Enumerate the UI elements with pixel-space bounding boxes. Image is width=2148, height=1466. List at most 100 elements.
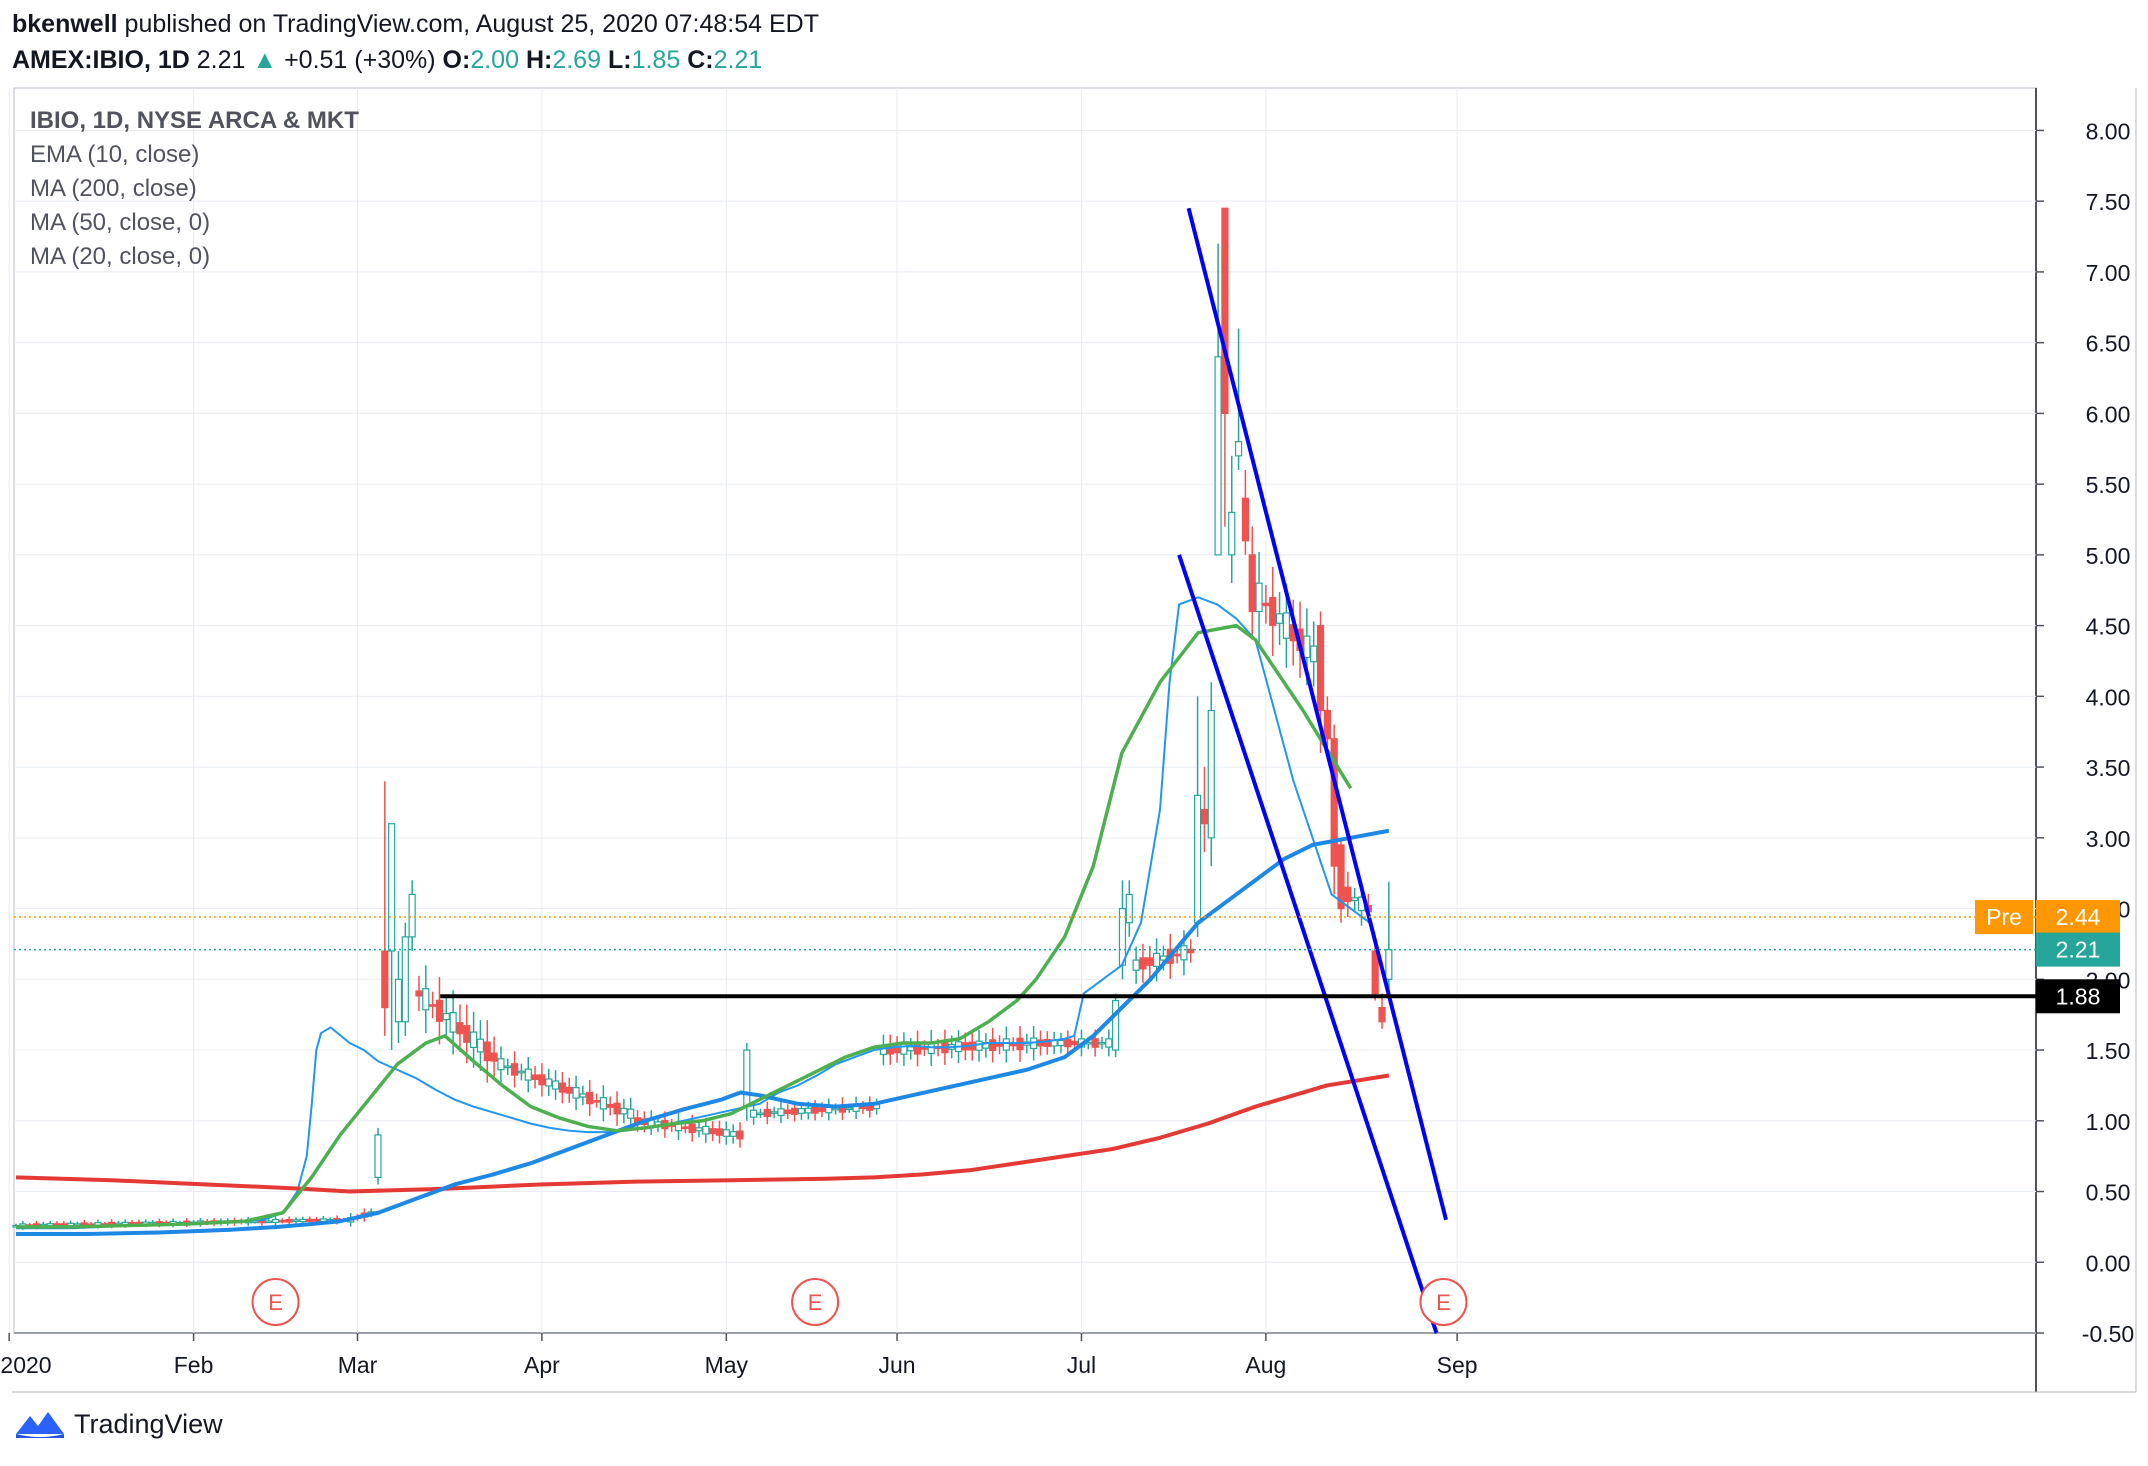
candle-down	[510, 1063, 519, 1076]
candle-up	[722, 1129, 730, 1137]
published-text: published on TradingView.com, August 25,…	[117, 10, 819, 38]
earnings-marker[interactable]	[1419, 1278, 1468, 1326]
candle-down	[1323, 709, 1331, 740]
close-value: 2.21	[713, 46, 763, 74]
earnings-marker-label: E	[268, 1290, 283, 1315]
candle-up	[299, 1218, 307, 1223]
pre-price-badge[interactable]	[2036, 900, 2120, 935]
y-tick-label: 3.50	[2086, 755, 2131, 781]
candle-down	[613, 1102, 621, 1115]
candle-up	[695, 1127, 703, 1132]
candle-down	[1269, 597, 1277, 626]
y-tick-label: 8.00	[2086, 118, 2131, 144]
candle-down	[811, 1106, 819, 1114]
earnings-marker[interactable]	[791, 1278, 840, 1326]
candle-up	[497, 1058, 505, 1071]
candle-up	[599, 1097, 607, 1110]
downtrend-lower-line[interactable]	[1177, 554, 1439, 1334]
earnings-marker[interactable]	[251, 1278, 300, 1326]
candle-up	[1275, 613, 1284, 624]
candle-up	[756, 1112, 765, 1116]
candle-up	[572, 1087, 580, 1099]
candle-down	[818, 1107, 826, 1112]
candle-down	[463, 1025, 471, 1043]
candle-down	[606, 1103, 614, 1108]
legend-ma200[interactable]: MA (200, close)	[30, 175, 197, 202]
candle-down	[1221, 207, 1229, 414]
publisher-name[interactable]: bkenwell	[12, 10, 118, 38]
candle-up	[408, 893, 416, 938]
ma200-line[interactable]	[15, 1073, 1390, 1194]
candle-up	[1228, 511, 1236, 556]
candle-up	[517, 1070, 526, 1074]
candle-down	[278, 1219, 286, 1223]
price-change: +0.51 (+30%)	[284, 46, 436, 74]
candle-down	[989, 1039, 997, 1051]
candle-up	[1303, 635, 1311, 659]
candle-up	[1153, 952, 1161, 967]
chart-legend: IBIO, 1D, NYSE ARCA & MKT EMA (10, close…	[30, 104, 359, 274]
ma50-line[interactable]	[16, 828, 1390, 1236]
tradingview-logo[interactable]: TradingView	[14, 1408, 223, 1440]
support-price-value: 1.88	[2056, 983, 2101, 1009]
candle-up	[743, 1049, 751, 1108]
candle-up	[770, 1111, 778, 1114]
candle-up	[777, 1108, 785, 1117]
pre-tag	[1975, 900, 2033, 935]
candle-down	[1337, 844, 1345, 910]
high-label: H:	[525, 46, 553, 74]
candle-down	[558, 1082, 567, 1093]
symbol: AMEX:IBIO, 1D	[12, 46, 190, 74]
candle-up	[1255, 582, 1263, 613]
y-tick-label: -0.50	[2082, 1321, 2134, 1347]
candle-down	[784, 1109, 792, 1114]
low-label: L:	[607, 46, 632, 74]
legend-ma50[interactable]: MA (50, close, 0)	[30, 209, 211, 236]
candle-up	[1282, 612, 1290, 639]
y-tick-label: 1.50	[2086, 1038, 2131, 1064]
last-price-badge[interactable]	[2036, 932, 2120, 967]
candle-down	[381, 950, 389, 1009]
last-price-value: 2.21	[2056, 937, 2101, 963]
candle-up	[702, 1125, 710, 1135]
ma20-line[interactable]	[16, 623, 1353, 1229]
candle-up	[545, 1078, 553, 1087]
candle-up	[265, 1220, 273, 1224]
candle-down	[531, 1074, 539, 1081]
candle-down	[1071, 1040, 1079, 1046]
candle-up	[524, 1068, 532, 1081]
candle-down	[681, 1126, 689, 1130]
x-tick-label: 2020	[0, 1352, 51, 1378]
ticker-line: AMEX:IBIO, 1D 2.21 ▲ +0.51 (+30%) O:2.00…	[12, 42, 819, 78]
candle-down	[429, 1004, 437, 1007]
legend-ma20[interactable]: MA (20, close, 0)	[30, 243, 211, 270]
plot-frame	[13, 87, 2037, 1334]
candle-down	[763, 1108, 771, 1118]
candle-up	[422, 988, 430, 1011]
low-value: 1.85	[631, 46, 681, 74]
candle-down	[312, 1218, 321, 1222]
open-value: 2.00	[470, 46, 519, 74]
candle-up	[292, 1219, 300, 1223]
pre-price-value: 2.44	[2056, 904, 2101, 930]
candle-down	[1330, 738, 1338, 867]
y-tick-label: 6.00	[2086, 401, 2131, 427]
candle-up	[1310, 645, 1318, 663]
downtrend-upper-line[interactable]	[1186, 207, 1448, 1221]
candle-down	[1091, 1038, 1099, 1048]
support-price-badge[interactable]	[2036, 979, 2120, 1014]
candle-up	[1098, 1041, 1106, 1045]
candle-down	[538, 1074, 546, 1086]
candle-up	[442, 1013, 450, 1021]
candle-up	[1057, 1039, 1065, 1047]
legend-ema10[interactable]: EMA (10, close)	[30, 141, 200, 168]
x-tick-label: Mar	[338, 1352, 378, 1378]
candle-down	[1378, 1007, 1386, 1023]
candle-up	[1234, 441, 1243, 457]
candle-down	[1371, 950, 1379, 995]
candle-up	[1125, 893, 1133, 924]
candle-up	[620, 1107, 628, 1115]
candle-down	[490, 1052, 498, 1062]
ema10-line[interactable]	[16, 596, 1371, 1230]
